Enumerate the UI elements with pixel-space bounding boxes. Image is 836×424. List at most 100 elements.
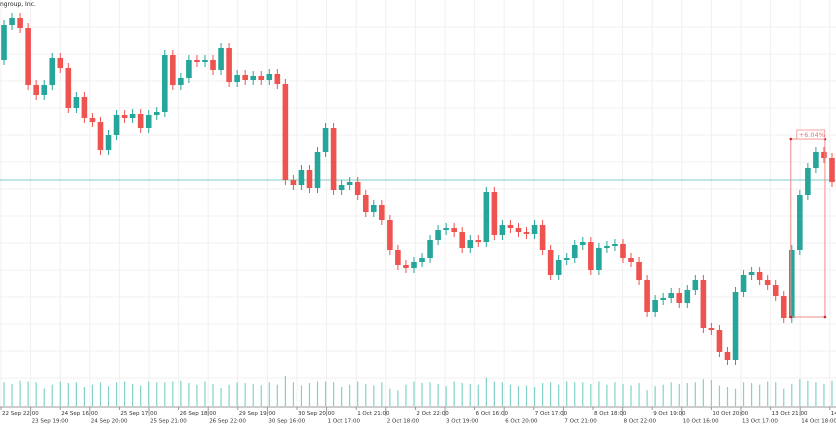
candle-down	[226, 48, 232, 82]
candle-down	[588, 242, 594, 270]
x-tick-label: 8 Oct 22:00	[624, 419, 657, 424]
candle-up	[805, 168, 811, 195]
candle-down	[772, 285, 779, 296]
candle-down	[274, 74, 281, 84]
candle-up	[797, 195, 803, 250]
x-tick-label: 2 Oct 22:00	[416, 411, 449, 417]
candle-up	[266, 74, 273, 80]
x-tick-label: 3 Oct 19:00	[446, 419, 479, 424]
candle-down	[644, 280, 650, 312]
candle-up	[467, 240, 474, 248]
candle-down	[451, 228, 457, 232]
candle-up	[427, 240, 433, 258]
candle-down	[89, 118, 96, 122]
candle-down	[282, 84, 289, 180]
candle-up	[202, 60, 208, 62]
x-tick-label: 7 Oct 21:00	[564, 419, 597, 424]
candle-down	[780, 296, 787, 318]
x-tick-label: 9 Oct 19:00	[653, 411, 686, 417]
candle-down	[170, 55, 176, 85]
candle-down	[290, 180, 297, 185]
candle-up	[660, 298, 666, 300]
candle-up	[748, 272, 755, 275]
x-tick-label: 2 Oct 18:00	[387, 419, 420, 424]
candle-up	[338, 185, 345, 190]
candle-up	[298, 170, 305, 185]
candle-down	[636, 262, 642, 280]
candle-up	[596, 248, 602, 270]
candle-up	[419, 258, 425, 262]
candle-up	[732, 292, 739, 360]
candle-up	[813, 152, 819, 168]
candle-down	[821, 152, 827, 158]
candle-down	[539, 225, 546, 250]
candle-up	[234, 75, 240, 82]
x-tick-label: 8 Oct 18:00	[594, 411, 627, 417]
candle-up	[145, 115, 152, 128]
x-tick-label: 13 Oct 17:00	[742, 419, 778, 424]
candle-up	[218, 48, 224, 70]
candle-down	[121, 115, 128, 118]
x-tick-label: 26 Sep 22:00	[209, 419, 246, 424]
candle-down	[33, 85, 39, 95]
x-tick-label: 14 Oct 18:00	[801, 419, 836, 424]
candle-down	[137, 114, 144, 128]
candle-down	[306, 170, 313, 188]
candle-down	[25, 28, 31, 85]
candle-up	[788, 250, 795, 318]
measurement-handle	[789, 137, 793, 141]
candle-down	[676, 293, 683, 303]
candle-down	[210, 60, 216, 70]
candle-down	[242, 75, 248, 80]
candle-down	[829, 158, 835, 182]
x-tick-label: 13 Oct 21:00	[772, 411, 808, 417]
candle-down	[194, 60, 200, 62]
x-tick-label: 25 Sep 21:00	[150, 419, 187, 424]
candle-down	[756, 272, 763, 280]
candle-up	[9, 18, 15, 25]
x-tick-label: 24 Sep 20:00	[91, 419, 128, 424]
x-tick-label: 22 Sep 22:00	[2, 411, 39, 417]
candle-up	[668, 293, 675, 298]
candle-up	[571, 245, 578, 258]
candle-up	[49, 58, 56, 85]
x-tick-label: 30 Sep 16:00	[268, 419, 305, 424]
candle-up	[411, 262, 417, 268]
candle-down	[547, 250, 554, 275]
candle-up	[531, 225, 538, 234]
candle-up	[105, 135, 112, 150]
candle-down	[362, 195, 369, 212]
x-tick-label: 25 Sep 17:00	[120, 411, 157, 417]
candle-down	[475, 240, 482, 242]
measurement-handle	[823, 315, 827, 319]
candle-down	[491, 192, 498, 235]
candle-down	[354, 182, 361, 195]
candle-down	[523, 232, 530, 234]
candle-up	[443, 228, 449, 230]
candle-up	[153, 112, 160, 115]
x-tick-label: 10 Oct 20:00	[712, 411, 748, 417]
candle-up	[692, 280, 699, 290]
candle-up	[250, 76, 257, 80]
candle-down	[459, 232, 466, 248]
candle-up	[740, 275, 747, 292]
x-tick-label: 29 Sep 19:00	[239, 411, 276, 417]
candle-down	[403, 265, 409, 268]
x-tick-label: 6 Oct 20:00	[505, 419, 538, 424]
x-tick-label: 1 Oct 17:00	[328, 419, 361, 424]
x-tick-label: 26 Sep 18:00	[180, 411, 217, 417]
candle-up	[555, 260, 562, 275]
x-tick-label: 14	[831, 411, 836, 417]
x-tick-label: 24 Sep 16:00	[61, 411, 98, 417]
candle-down	[258, 76, 265, 80]
candle-down	[628, 258, 634, 262]
x-tick-label: 6 Oct 16:00	[476, 411, 509, 417]
candle-down	[57, 58, 64, 68]
candle-up	[41, 85, 48, 95]
candle-up	[73, 97, 80, 108]
x-tick-label: 10 Oct 16:00	[683, 419, 719, 424]
candle-down	[387, 220, 393, 250]
candle-down	[708, 328, 715, 330]
candle-down	[97, 122, 104, 150]
